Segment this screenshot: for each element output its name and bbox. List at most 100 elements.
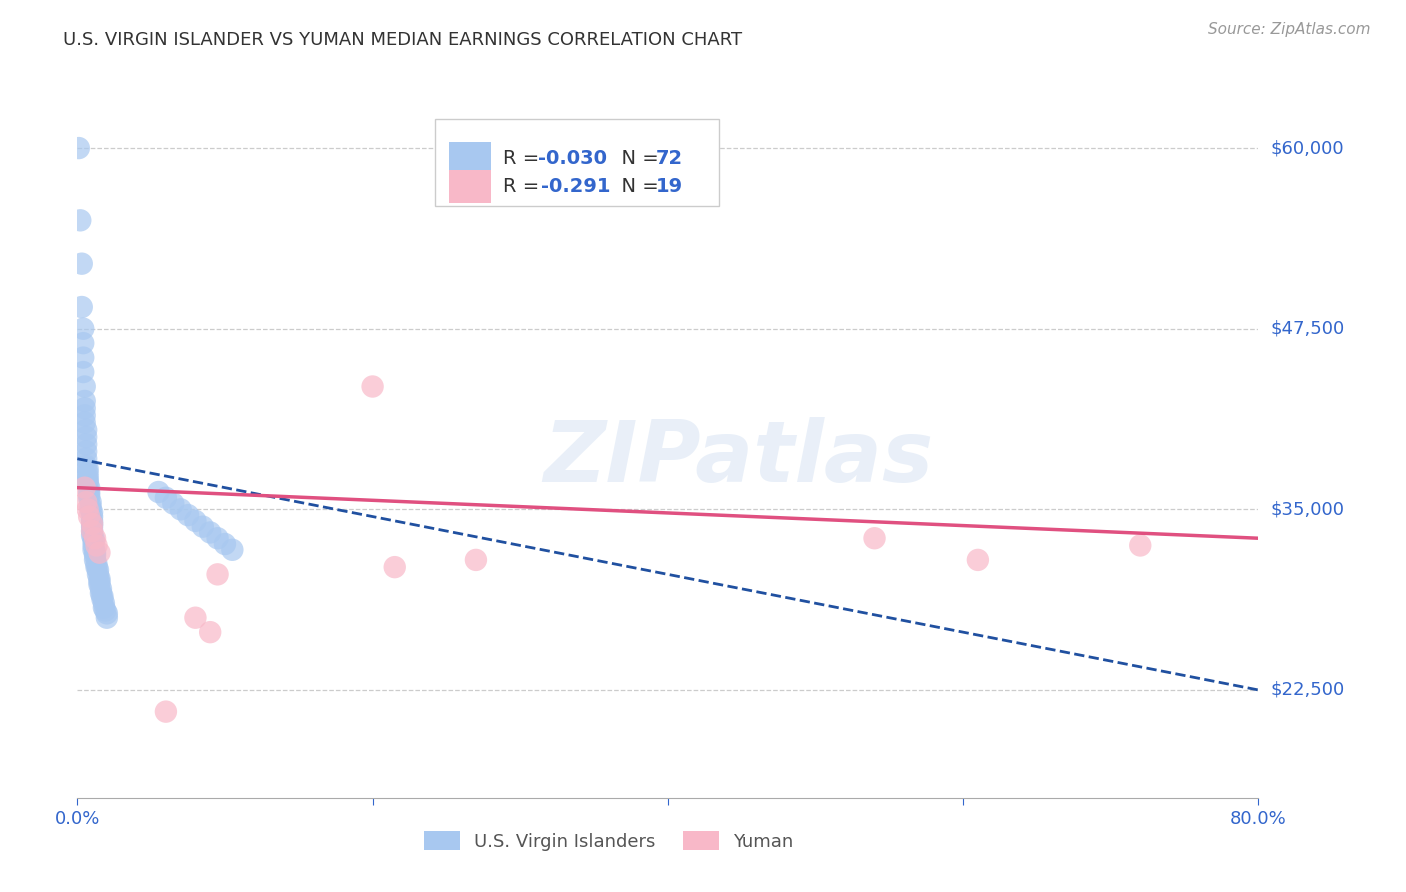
Point — [82, 509, 104, 524]
Point — [84, 531, 107, 545]
Point — [93, 596, 115, 610]
Point — [1129, 538, 1152, 552]
Point — [83, 542, 105, 557]
Text: -0.291: -0.291 — [541, 178, 612, 196]
Point — [89, 577, 111, 591]
Point — [90, 586, 112, 600]
Point — [82, 505, 104, 519]
Point — [361, 379, 384, 393]
Point — [82, 516, 104, 531]
Point — [207, 567, 229, 582]
Point — [155, 705, 177, 719]
Point — [221, 542, 243, 557]
Point — [75, 458, 97, 473]
Point — [72, 321, 94, 335]
Point — [967, 553, 990, 567]
Point — [93, 600, 115, 615]
FancyBboxPatch shape — [436, 120, 718, 206]
Point — [76, 462, 98, 476]
Text: Source: ZipAtlas.com: Source: ZipAtlas.com — [1208, 22, 1371, 37]
Point — [75, 430, 97, 444]
Text: 19: 19 — [657, 178, 683, 196]
Point — [79, 495, 101, 509]
Point — [76, 466, 98, 480]
Text: N =: N = — [609, 149, 665, 168]
Point — [76, 476, 98, 491]
Point — [214, 537, 236, 551]
FancyBboxPatch shape — [450, 142, 491, 175]
Point — [96, 607, 118, 621]
Point — [73, 393, 96, 408]
Point — [84, 549, 107, 563]
Point — [84, 553, 107, 567]
Point — [200, 625, 222, 640]
Point — [87, 567, 110, 582]
Point — [70, 300, 93, 314]
Point — [75, 495, 97, 509]
Point — [75, 423, 97, 437]
Point — [67, 141, 90, 155]
Point — [75, 437, 97, 451]
Point — [155, 491, 177, 505]
Text: $47,500: $47,500 — [1270, 319, 1344, 338]
Point — [177, 508, 200, 522]
Point — [76, 502, 98, 516]
Point — [75, 451, 97, 466]
Point — [70, 257, 93, 271]
Point — [162, 497, 184, 511]
Point — [83, 538, 105, 552]
Point — [86, 558, 108, 572]
Point — [170, 502, 193, 516]
Point — [77, 481, 100, 495]
Point — [89, 574, 111, 589]
Point — [72, 336, 94, 351]
Point — [76, 470, 98, 484]
Point — [72, 351, 94, 365]
Point — [77, 488, 100, 502]
Point — [94, 603, 117, 617]
Point — [69, 213, 91, 227]
Text: ZIPatlas: ZIPatlas — [544, 417, 934, 500]
Legend: U.S. Virgin Islanders, Yuman: U.S. Virgin Islanders, Yuman — [416, 824, 801, 858]
Point — [77, 485, 100, 500]
Point — [86, 560, 108, 574]
Point — [96, 610, 118, 624]
Point — [89, 546, 111, 560]
Point — [75, 444, 97, 458]
Point — [77, 491, 100, 505]
Point — [73, 481, 96, 495]
Point — [89, 572, 111, 586]
Point — [82, 524, 104, 538]
Point — [384, 560, 406, 574]
Point — [79, 502, 101, 516]
Text: -0.030: -0.030 — [538, 149, 607, 168]
Point — [207, 531, 229, 545]
Text: 72: 72 — [657, 149, 683, 168]
Point — [87, 563, 110, 577]
Point — [90, 582, 112, 596]
Point — [79, 500, 101, 514]
Point — [464, 553, 488, 567]
Point — [82, 514, 104, 528]
Point — [73, 409, 96, 423]
Point — [73, 416, 96, 430]
FancyBboxPatch shape — [450, 170, 491, 203]
Point — [82, 528, 104, 542]
Text: R =: R = — [502, 178, 551, 196]
Point — [83, 531, 105, 545]
Point — [82, 524, 104, 538]
Point — [84, 546, 107, 560]
Point — [77, 509, 100, 524]
Text: $35,000: $35,000 — [1270, 500, 1344, 518]
Point — [86, 538, 108, 552]
Point — [184, 610, 207, 624]
Text: $60,000: $60,000 — [1270, 139, 1344, 157]
Point — [863, 531, 886, 545]
Point — [184, 514, 207, 528]
Text: U.S. VIRGIN ISLANDER VS YUMAN MEDIAN EARNINGS CORRELATION CHART: U.S. VIRGIN ISLANDER VS YUMAN MEDIAN EAR… — [63, 31, 742, 49]
Point — [91, 589, 114, 603]
Point — [191, 519, 214, 533]
Point — [73, 379, 96, 393]
Point — [91, 591, 114, 606]
Point — [76, 474, 98, 488]
